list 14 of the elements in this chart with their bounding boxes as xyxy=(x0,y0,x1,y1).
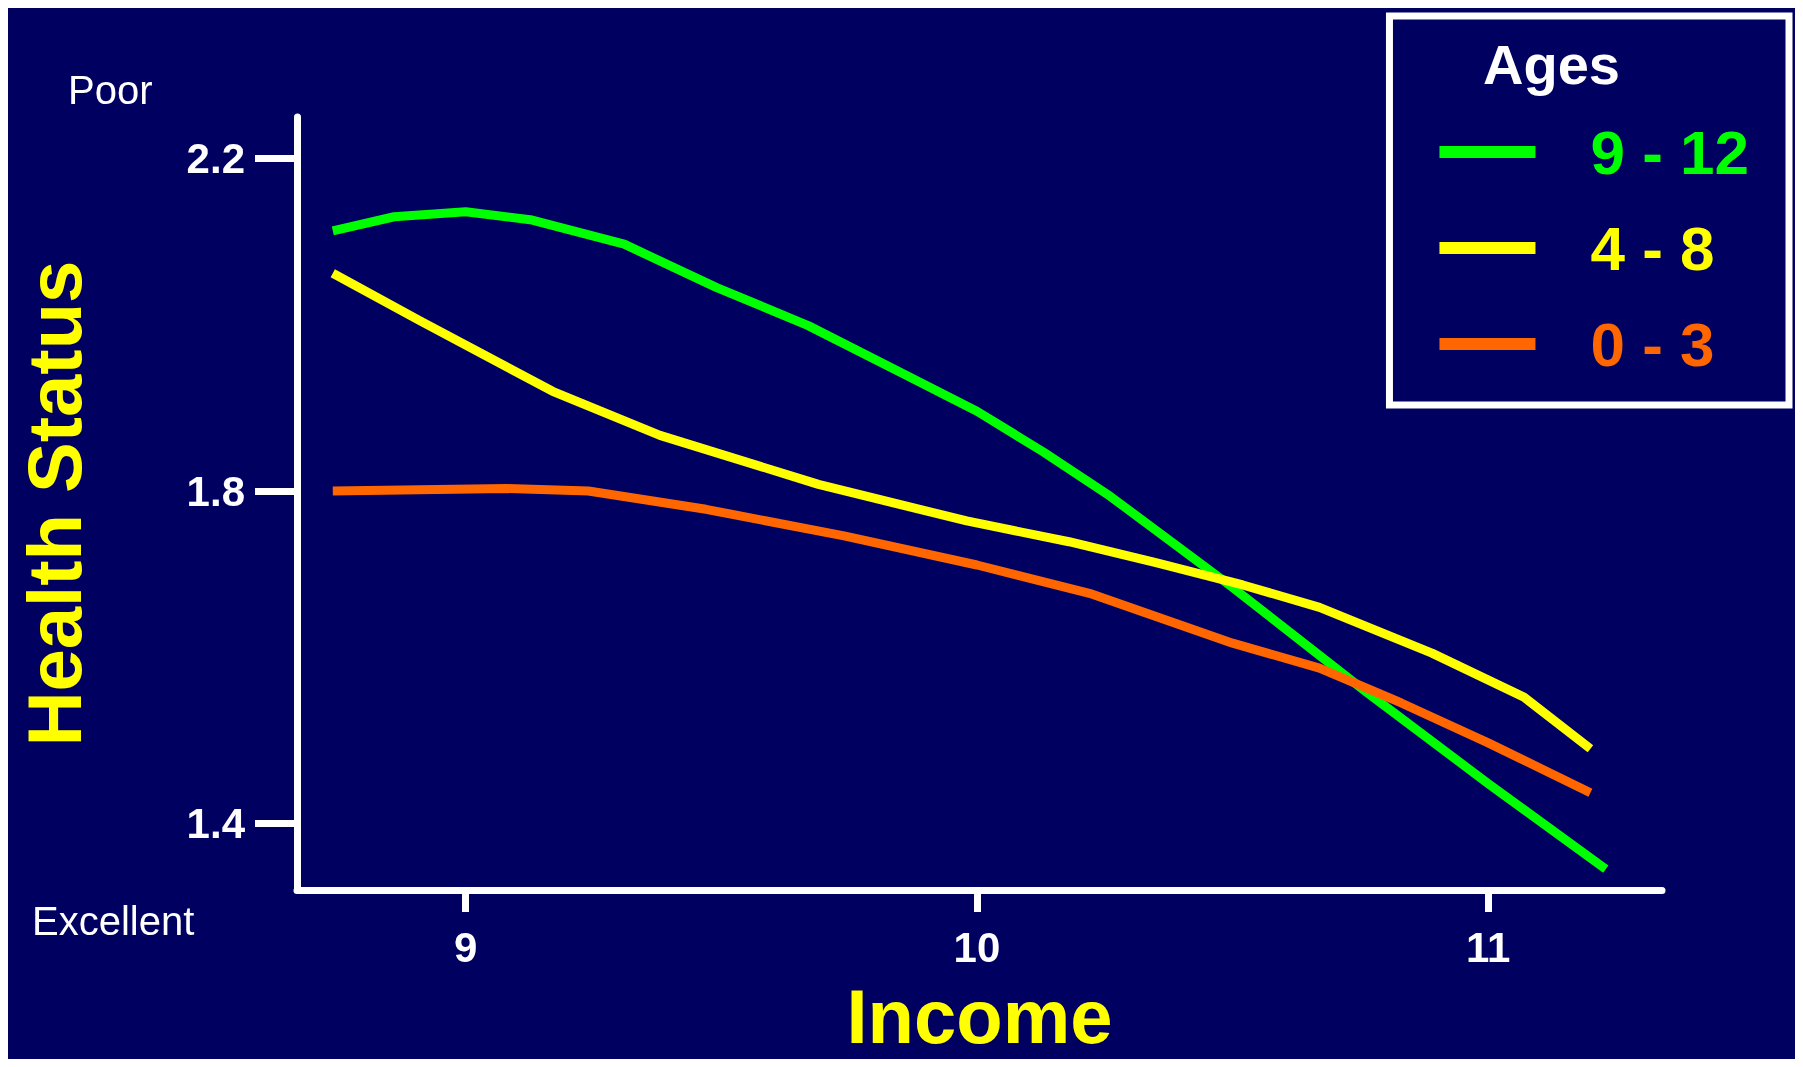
legend-title: Ages xyxy=(1483,32,1620,96)
legend-label: 4 - 8 xyxy=(1590,213,1715,283)
x-tick-label: 9 xyxy=(454,923,478,971)
legend-label: 9 - 12 xyxy=(1590,117,1749,187)
y-axis-title: Health Status xyxy=(11,260,97,747)
y-tick-label: 1.8 xyxy=(186,467,245,515)
x-tick-label: 11 xyxy=(1465,923,1511,971)
text: Poor xyxy=(68,68,153,112)
legend-label: 0 - 3 xyxy=(1590,309,1715,379)
x-tick-label: 10 xyxy=(953,923,1001,971)
text: Excellent xyxy=(32,899,195,943)
y-tick-label: 2.2 xyxy=(186,135,245,183)
x-axis-title: Income xyxy=(846,973,1113,1059)
y-tick-label: 1.4 xyxy=(186,800,246,848)
